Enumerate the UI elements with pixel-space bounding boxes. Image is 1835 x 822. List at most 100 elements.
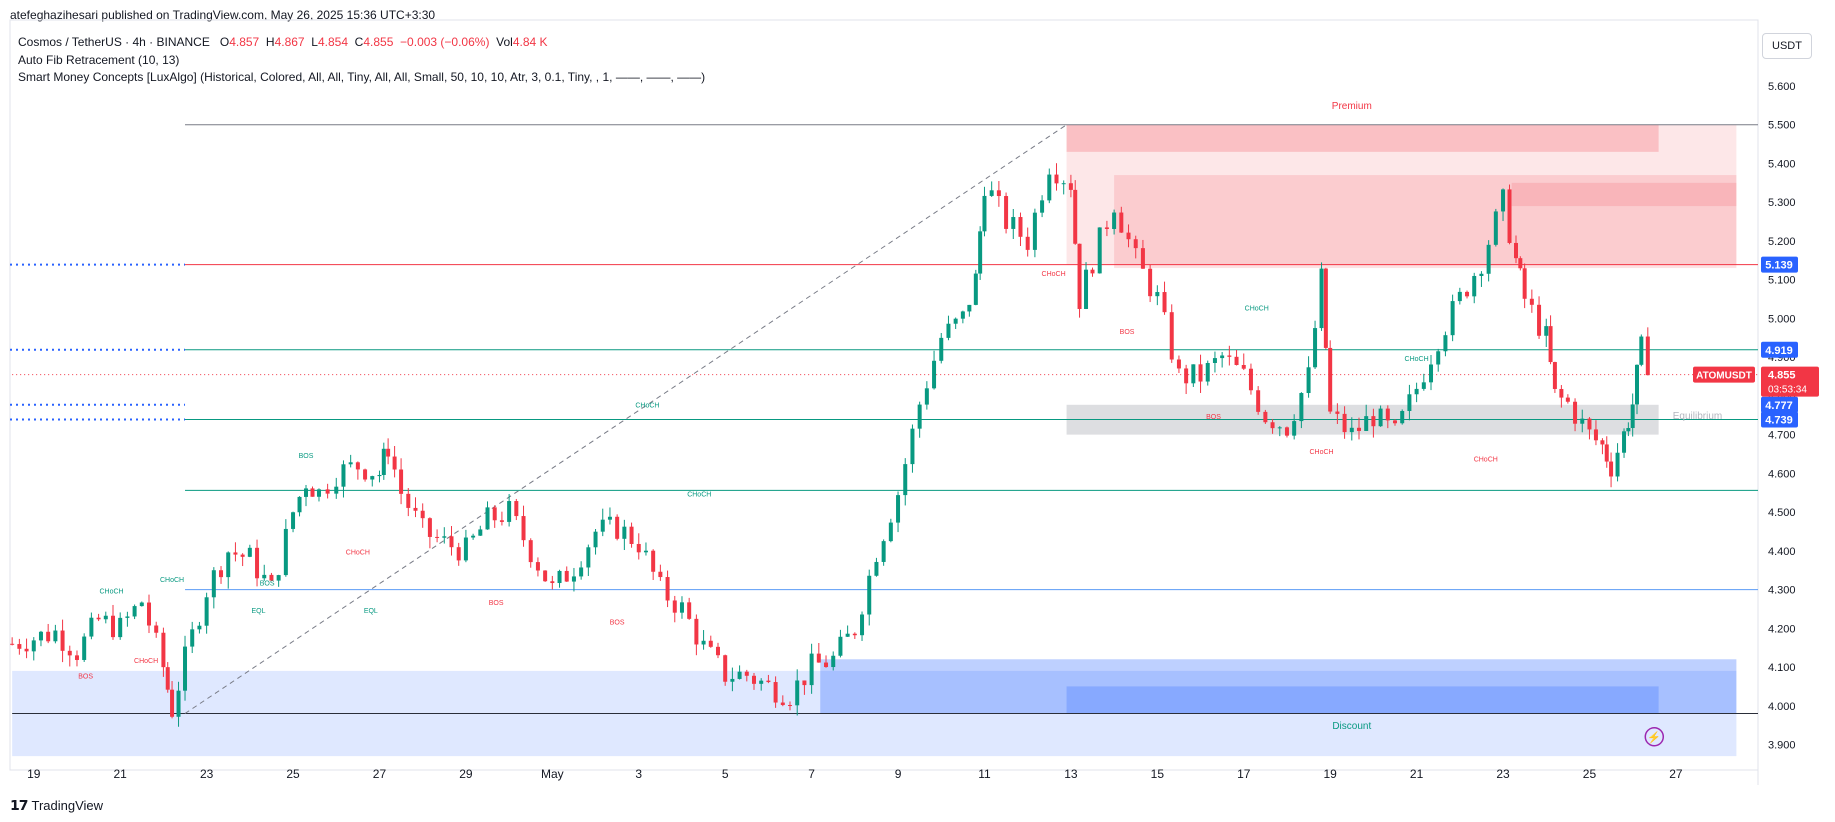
candle-body (82, 636, 87, 660)
candle-body (427, 518, 432, 537)
footer-brand[interactable]: TradingView (31, 798, 104, 813)
candle-body (1378, 408, 1383, 427)
candle-body (773, 682, 778, 703)
indicator-smc[interactable]: Smart Money Concepts [LuxAlgo] (Historic… (18, 70, 706, 84)
candle-body (1227, 355, 1232, 357)
candle-body (478, 529, 483, 536)
candle-body (888, 522, 893, 542)
candle-body (550, 581, 555, 584)
y-tick-label: 4.000 (1768, 701, 1796, 713)
x-tick-label: 25 (286, 767, 300, 781)
symbol-name[interactable]: Cosmos / TetherUS · 4h · BINANCE (18, 35, 210, 49)
candle-body (679, 602, 684, 613)
structure-label: CHoCH (687, 492, 711, 499)
candle-body (283, 528, 288, 576)
candle-body (89, 617, 94, 637)
structure-label: CHoCH (160, 577, 184, 584)
candle-body (211, 570, 216, 598)
candle-body (1548, 326, 1553, 363)
x-tick-label: 23 (200, 767, 214, 781)
currency-button[interactable]: USDT (1762, 33, 1812, 59)
tradingview-logo-icon[interactable]: 𝟭𝟳 (10, 797, 29, 813)
candle-body (1393, 420, 1398, 424)
candle-body (852, 633, 857, 636)
candle-body (953, 318, 958, 324)
candle-body (917, 404, 922, 429)
candle-body (860, 614, 865, 636)
symbol-legend: Cosmos / TetherUS · 4h · BINANCE O4.857 … (18, 35, 548, 49)
candle-body (1559, 388, 1564, 398)
zone-label: Discount (1332, 721, 1371, 732)
candle-body (1220, 355, 1225, 359)
candle-body (392, 456, 397, 470)
candle-body (658, 571, 663, 578)
candle-body (132, 606, 137, 617)
candle-body (240, 554, 245, 557)
price-label-text: 4.919 (1765, 345, 1793, 357)
premium-box-1 (1066, 124, 1659, 152)
price-label-box (1761, 256, 1798, 273)
candle-body (1486, 244, 1491, 274)
candle-body (176, 690, 181, 717)
candle-body (636, 543, 641, 553)
candle-body (1537, 304, 1542, 336)
candle-body (1319, 268, 1324, 329)
candle-body (932, 360, 937, 389)
candle-body (1277, 427, 1282, 429)
candle-body (607, 516, 612, 520)
candle-body (831, 655, 836, 668)
candle-body (310, 488, 315, 497)
candle-body (170, 689, 175, 717)
high-value: 4.867 (274, 35, 305, 49)
candle-body (10, 643, 15, 645)
candle-body (1184, 368, 1189, 384)
candle-body (1198, 364, 1203, 382)
candle-body (759, 680, 764, 684)
candle-body (386, 448, 391, 457)
candle-body (1090, 269, 1095, 274)
candle-body (370, 476, 375, 480)
candle-body (262, 574, 267, 579)
candle-body (1018, 217, 1023, 237)
candle-body (1162, 292, 1167, 313)
candle-body (1054, 174, 1059, 184)
premium-zone (1066, 124, 1737, 265)
candle-body (1011, 217, 1016, 229)
candle-body (1522, 268, 1527, 299)
x-tick-label: 19 (27, 767, 41, 781)
candle-body (1248, 368, 1253, 391)
candle-body (381, 448, 386, 475)
candle-body (377, 474, 382, 477)
candle-body (629, 526, 634, 544)
x-tick-label: 29 (459, 767, 473, 781)
candle-body (1084, 269, 1089, 309)
y-tick-label: 4.700 (1768, 430, 1796, 442)
y-tick-label: 4.500 (1768, 507, 1796, 519)
candle-body (766, 680, 771, 683)
structure-label: CHoCH (1405, 356, 1429, 363)
candle-body (1104, 227, 1109, 229)
indicator-fib[interactable]: Auto Fib Retracement (10, 13) (18, 53, 180, 67)
price-label-text: 4.739 (1765, 415, 1793, 427)
candle-body (1212, 358, 1217, 364)
candle-body (341, 464, 346, 487)
premium-box-3 (1511, 182, 1737, 207)
candle-body (1040, 200, 1045, 213)
y-tick-label: 4.100 (1768, 662, 1796, 674)
candle-body (1518, 258, 1523, 269)
candle-body (1514, 242, 1519, 259)
candle-body (1587, 418, 1592, 430)
candle-body (456, 547, 461, 561)
x-tick-label: 27 (1669, 767, 1683, 781)
lightning-icon[interactable] (1644, 727, 1665, 747)
candle-body (1635, 364, 1640, 405)
zone-label: Premium (1332, 101, 1372, 112)
candle-body (881, 541, 886, 562)
candle-body (1032, 212, 1037, 250)
open-value: 4.857 (229, 35, 260, 49)
candle-body (463, 537, 468, 561)
candle-body (297, 496, 302, 513)
candle-body (788, 705, 793, 707)
price-label-box (1761, 341, 1798, 358)
